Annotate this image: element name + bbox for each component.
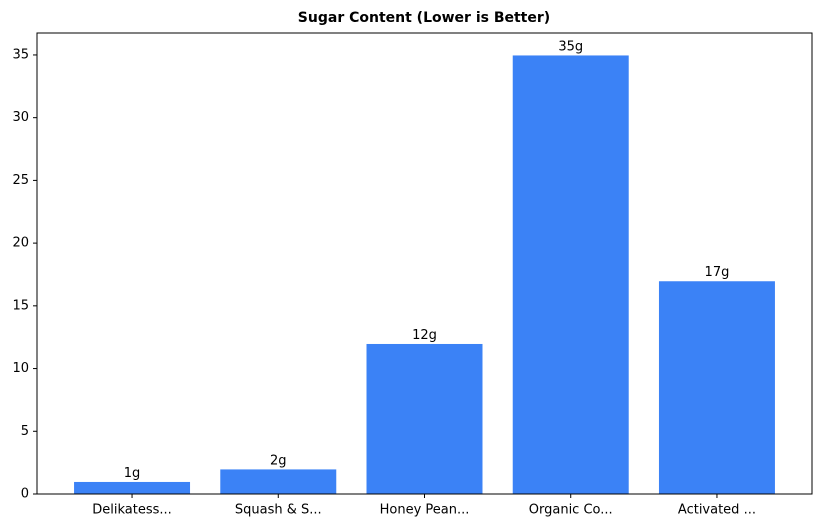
bar xyxy=(365,342,484,495)
x-tick-label: Squash & S... xyxy=(235,503,322,518)
y-tick-label: 30 xyxy=(12,110,29,125)
value-label: 12g xyxy=(412,328,437,343)
value-label: 17g xyxy=(705,265,730,280)
x-tick-label: Delikatess... xyxy=(92,503,172,518)
y-tick-label: 10 xyxy=(12,361,29,376)
y-tick-label: 0 xyxy=(21,487,29,502)
bar xyxy=(511,54,630,495)
x-tick-label: Organic Co... xyxy=(529,503,613,518)
value-label: 35g xyxy=(558,39,583,54)
y-tick-label: 35 xyxy=(12,47,29,62)
bar xyxy=(219,468,338,495)
bar xyxy=(73,480,192,495)
y-tick-label: 20 xyxy=(12,236,29,251)
value-label: 1g xyxy=(124,466,141,481)
y-tick-label: 25 xyxy=(12,173,29,188)
y-tick-label: 5 xyxy=(21,424,29,439)
value-label: 2g xyxy=(270,453,287,468)
y-tick-label: 15 xyxy=(12,298,29,313)
x-tick-label: Activated ... xyxy=(678,503,756,518)
x-tick-label: Honey Pean... xyxy=(380,503,470,518)
chart-title: Sugar Content (Lower is Better) xyxy=(298,10,550,26)
plot-frame xyxy=(36,32,813,495)
bar xyxy=(657,280,776,495)
